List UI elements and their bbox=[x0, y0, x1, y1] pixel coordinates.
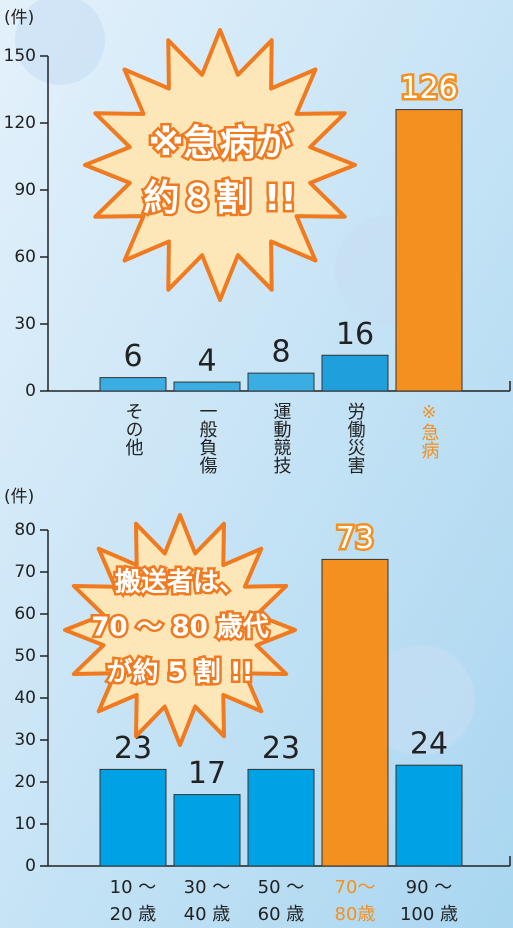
value-label: 23 bbox=[114, 731, 152, 766]
y-tick-label: 0 bbox=[25, 856, 36, 876]
x-tick-label: 70〜 bbox=[335, 877, 376, 898]
value-label: 8 bbox=[271, 335, 290, 370]
value-label: 6 bbox=[123, 339, 142, 374]
y-tick-label: 0 bbox=[25, 381, 36, 401]
x-tick-label: ※急病 bbox=[419, 402, 440, 460]
bar bbox=[100, 769, 166, 866]
x-tick-label: 60 歳 bbox=[258, 904, 305, 925]
y-tick-label: 10 bbox=[14, 814, 36, 834]
y-tick-label: 150 bbox=[4, 46, 36, 66]
x-tick-label: 40 歳 bbox=[184, 904, 231, 925]
x-tick-label: 10 〜 bbox=[110, 877, 157, 898]
y-tick-label: 120 bbox=[4, 113, 36, 133]
y-axis-unit: (件) bbox=[4, 8, 34, 28]
x-tick-label: 50 〜 bbox=[258, 877, 305, 898]
y-tick-label: 30 bbox=[14, 314, 36, 334]
bar bbox=[322, 355, 388, 391]
y-tick-label: 20 bbox=[14, 772, 36, 792]
value-label: 17 bbox=[188, 756, 226, 791]
x-tick-label: 100 歳 bbox=[400, 904, 458, 925]
starburst bbox=[85, 30, 355, 300]
y-tick-label: 70 bbox=[14, 562, 36, 582]
x-tick-label: 労働災害 bbox=[345, 402, 366, 474]
y-tick-label: 60 bbox=[14, 247, 36, 267]
y-tick-label: 90 bbox=[14, 180, 36, 200]
x-tick-label: 90 〜 bbox=[406, 877, 453, 898]
annotation: 約８割 !! bbox=[143, 178, 296, 219]
value-label: 16 bbox=[336, 317, 374, 352]
value-label: 4 bbox=[197, 344, 216, 379]
page: (件) 0 30 60 90 120 150 6 その他 4 一般負傷 8 運動競技 16 労働災害 126 ※… bbox=[0, 0, 513, 928]
value-label: 73 bbox=[336, 521, 374, 556]
chart: (件) 0 30 60 90 120 150 6 その他 4 一般負傷 8 運動競技 16 労働災害 126 ※… bbox=[0, 0, 513, 928]
annotation: ※急病が bbox=[149, 123, 292, 164]
y-tick-label: 40 bbox=[14, 688, 36, 708]
y-tick-label: 50 bbox=[14, 646, 36, 666]
x-tick-label: 30 〜 bbox=[184, 877, 231, 898]
x-tick-label: 運動競技 bbox=[271, 402, 292, 475]
bar bbox=[248, 769, 314, 866]
bar bbox=[248, 373, 314, 391]
bar bbox=[396, 765, 462, 866]
annotation: が約 5 割 !! bbox=[107, 657, 254, 688]
annotation: 搬送者は、 bbox=[115, 567, 245, 598]
bar bbox=[396, 110, 462, 391]
bar bbox=[174, 795, 240, 866]
bar bbox=[322, 559, 388, 866]
x-tick-label: 80歳 bbox=[335, 904, 376, 925]
value-label: 126 bbox=[400, 71, 457, 106]
x-tick-label: 一般負傷 bbox=[197, 402, 218, 475]
y-tick-label: 30 bbox=[14, 730, 36, 750]
bar bbox=[174, 382, 240, 391]
y-tick-label: 60 bbox=[14, 604, 36, 624]
value-label: 23 bbox=[262, 731, 300, 766]
value-label: 24 bbox=[410, 727, 448, 762]
x-tick-label: 20 歳 bbox=[110, 904, 157, 925]
y-tick-label: 80 bbox=[14, 520, 36, 540]
x-tick-label: その他 bbox=[123, 402, 144, 456]
annotation: 70 〜 80 歳代 bbox=[91, 613, 269, 643]
bar bbox=[100, 378, 166, 391]
y-axis-unit: (件) bbox=[4, 487, 34, 507]
